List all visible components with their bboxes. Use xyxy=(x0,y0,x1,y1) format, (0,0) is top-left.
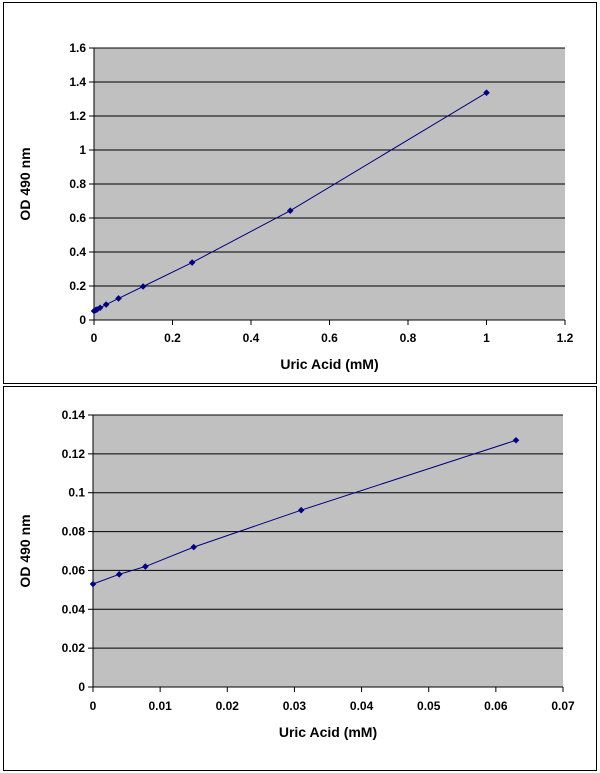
y-tick-label: 0.06 xyxy=(62,563,86,577)
x-tick-label: 0.02 xyxy=(216,699,240,713)
x-tick-label: 0.2 xyxy=(164,331,181,345)
data-point xyxy=(115,295,122,302)
data-point xyxy=(188,259,196,266)
x-tick-label: 0.04 xyxy=(350,699,374,713)
y-tick-label: 0.4 xyxy=(69,245,86,259)
y-axis-title: OD 490 nm xyxy=(17,147,33,220)
y-tick-label: 1 xyxy=(79,143,86,157)
y-tick-label: 0.6 xyxy=(69,211,86,225)
data-point xyxy=(190,543,198,551)
x-tick-label: 1 xyxy=(483,331,490,345)
x-tick-label: 1.2 xyxy=(557,331,574,345)
plot-area xyxy=(93,415,563,687)
y-tick-label: 1.2 xyxy=(69,109,86,123)
x-tick-label: 0.6 xyxy=(321,331,338,345)
x-tick-label: 0 xyxy=(91,331,98,345)
x-tick-label: 0 xyxy=(90,699,97,713)
x-axis-title: Uric Acid (mM) xyxy=(280,356,378,372)
chart-svg-bottom: 0 0.02 0.04 0.06 0.08 0.1 0.12 0.14 0 0.01 0.02 0.0… xyxy=(17,408,575,740)
y-tick-label: 0.08 xyxy=(62,525,86,539)
x-axis-title: Uric Acid (mM) xyxy=(279,724,377,740)
x-tick-label: 0.03 xyxy=(283,699,307,713)
data-point xyxy=(102,301,110,308)
chart-panel-bottom: 0 0.02 0.04 0.06 0.08 0.1 0.12 0.14 0 0.01 0.02 0.0… xyxy=(3,386,597,771)
x-tick-label: 0.07 xyxy=(551,699,575,713)
y-tick-label: 0.1 xyxy=(68,486,85,500)
y-tick-label: 0.8 xyxy=(69,177,86,191)
y-axis-title: OD 490 nm xyxy=(17,514,33,587)
x-tick-label: 0.06 xyxy=(484,699,508,713)
chart-svg-top: 0 0.2 0.4 0.6 0.8 1 1.2 1.4 1.6 0 0.2 0.4 0.6 0.8 1 1.2… xyxy=(17,41,574,372)
y-tick-label: 0.04 xyxy=(62,602,86,616)
y-tick-label: 0 xyxy=(79,313,86,327)
y-tick-label: 0 xyxy=(78,680,85,694)
data-point xyxy=(115,571,123,578)
data-point xyxy=(139,283,147,290)
x-tick-label: 0.05 xyxy=(417,699,441,713)
data-point xyxy=(286,207,294,214)
y-tick-label: 0.2 xyxy=(69,279,86,293)
x-tick-label: 0.8 xyxy=(400,331,417,345)
chart-panel-top: 0 0.2 0.4 0.6 0.8 1 1.2 1.4 1.6 0 0.2 0.4 0.6 0.8 1 1.2… xyxy=(3,2,597,384)
y-tick-label: 1.4 xyxy=(69,75,86,89)
series-line xyxy=(92,439,517,585)
x-tick-label: 0.4 xyxy=(243,331,260,345)
y-tick-label: 0.14 xyxy=(62,408,86,422)
data-point xyxy=(483,89,490,97)
data-point xyxy=(96,304,104,312)
y-tick-label: 0.12 xyxy=(62,447,86,461)
x-tick-label: 0.01 xyxy=(148,699,172,713)
y-tick-label: 1.6 xyxy=(69,41,86,55)
y-tick-label: 0.02 xyxy=(62,641,86,655)
